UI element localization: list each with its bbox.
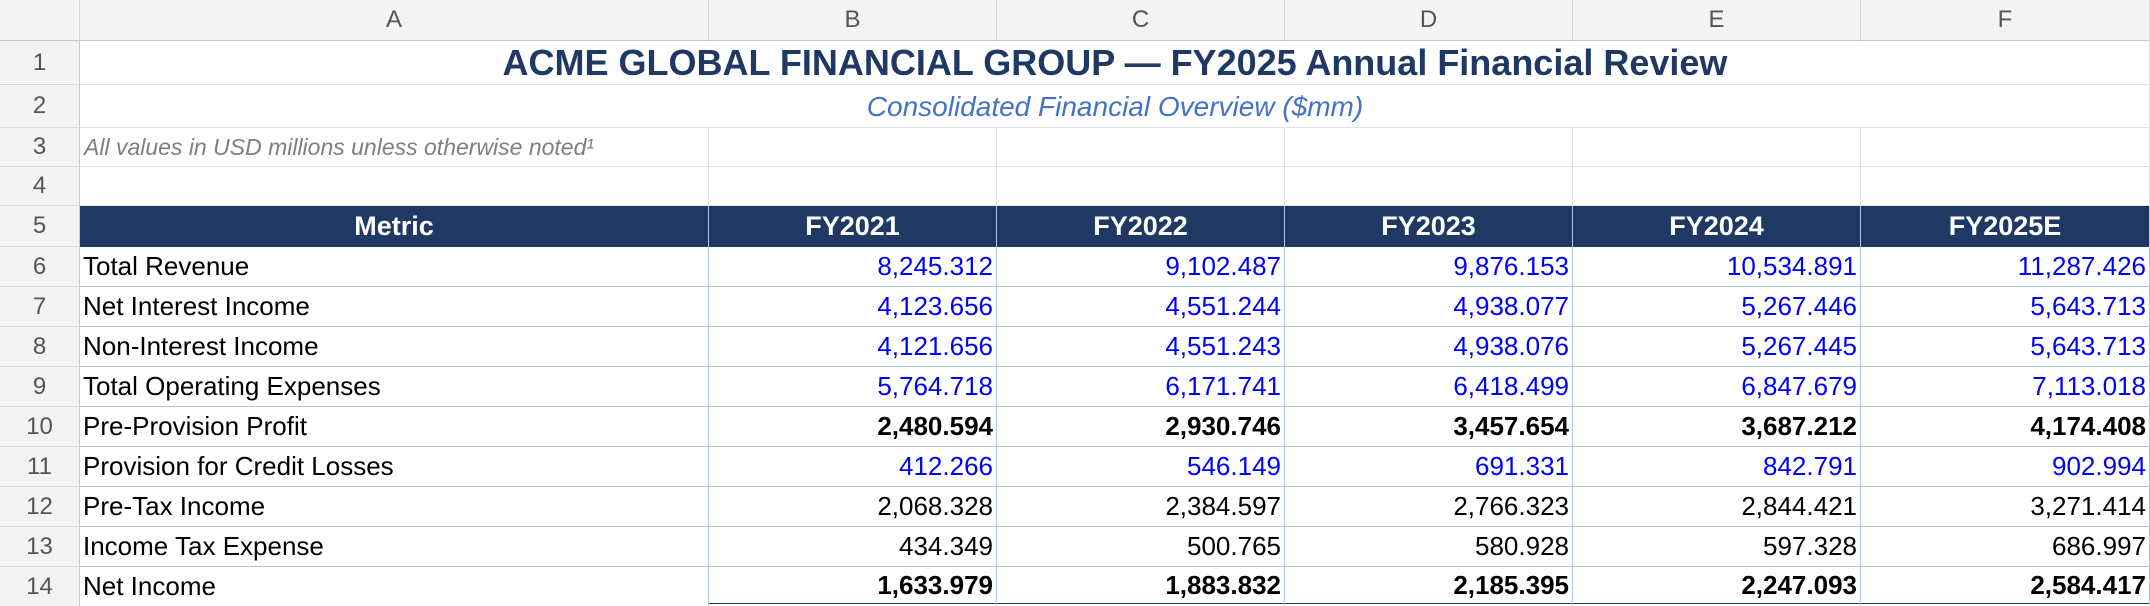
row-label: Pre-Tax Income [80, 487, 709, 527]
value-cell: 11,287.426 [1861, 247, 2150, 287]
row-header: 8 [0, 327, 80, 367]
value-cell: 546.149 [997, 447, 1285, 487]
value-cell: 2,185.395 [1285, 567, 1573, 606]
column-header: D [1285, 0, 1573, 41]
value-cell: 5,267.446 [1573, 287, 1861, 327]
value-cell: 10,534.891 [1573, 247, 1861, 287]
value-cell: 3,687.212 [1573, 407, 1861, 447]
value-cell: 3,457.654 [1285, 407, 1573, 447]
value-cell: 8,245.312 [709, 247, 997, 287]
value-cell: 2,068.328 [709, 487, 997, 527]
row-header: 12 [0, 487, 80, 527]
value-cell: 1,633.979 [709, 567, 997, 606]
row-label: Total Operating Expenses [80, 367, 709, 407]
row-header: 4 [0, 167, 80, 206]
table-header: FY2025E [1861, 206, 2150, 247]
value-cell: 2,766.323 [1285, 487, 1573, 527]
grid-cell [1285, 167, 1573, 206]
row-label: Pre-Provision Profit [80, 407, 709, 447]
column-header: F [1861, 0, 2150, 41]
table-header: FY2024 [1573, 206, 1861, 247]
value-cell: 2,480.594 [709, 407, 997, 447]
table-header: Metric [80, 206, 709, 247]
value-cell: 6,847.679 [1573, 367, 1861, 407]
value-cell: 500.765 [997, 527, 1285, 567]
grid-cell [997, 167, 1285, 206]
row-header: 7 [0, 287, 80, 327]
value-cell: 2,584.417 [1861, 567, 2150, 606]
value-cell: 1,883.832 [997, 567, 1285, 606]
column-header: E [1573, 0, 1861, 41]
value-cell: 4,123.656 [709, 287, 997, 327]
value-cell: 4,551.244 [997, 287, 1285, 327]
value-cell: 5,643.713 [1861, 327, 2150, 367]
value-cell: 2,844.421 [1573, 487, 1861, 527]
grid-cell [1573, 128, 1861, 167]
row-header: 9 [0, 367, 80, 407]
value-cell: 6,171.741 [997, 367, 1285, 407]
corner [0, 0, 80, 41]
row-label: Total Revenue [80, 247, 709, 287]
value-cell: 5,267.445 [1573, 327, 1861, 367]
column-header: C [997, 0, 1285, 41]
value-cell: 4,938.076 [1285, 327, 1573, 367]
row-header: 2 [0, 85, 80, 128]
row-header: 6 [0, 247, 80, 287]
row-label: Non-Interest Income [80, 327, 709, 367]
grid-cell [709, 128, 997, 167]
subtitle: Consolidated Financial Overview ($mm) [866, 90, 1364, 122]
grid-cell [1573, 167, 1861, 206]
grid-cell [80, 167, 709, 206]
value-cell: 7,113.018 [1861, 367, 2150, 407]
row-header: 5 [0, 206, 80, 247]
row-header: 11 [0, 447, 80, 487]
value-cell: 842.791 [1573, 447, 1861, 487]
value-cell: 2,247.093 [1573, 567, 1861, 606]
row-header: 1 [0, 41, 80, 85]
column-header: A [80, 0, 709, 41]
note: All values in USD millions unless otherw… [84, 134, 595, 160]
value-cell: 597.328 [1573, 527, 1861, 567]
value-cell: 5,643.713 [1861, 287, 2150, 327]
grid-cell [1861, 128, 2150, 167]
grid-cell [997, 128, 1285, 167]
value-cell: 580.928 [1285, 527, 1573, 567]
row-label: Income Tax Expense [80, 527, 709, 567]
value-cell: 412.266 [709, 447, 997, 487]
value-cell: 902.994 [1861, 447, 2150, 487]
row-header: 14 [0, 567, 80, 606]
value-cell: 686.997 [1861, 527, 2150, 567]
row-header: 3 [0, 128, 80, 167]
value-cell: 4,121.656 [709, 327, 997, 367]
column-header: B [709, 0, 997, 41]
row-label: Net Interest Income [80, 287, 709, 327]
value-cell: 2,930.746 [997, 407, 1285, 447]
value-cell: 4,174.408 [1861, 407, 2150, 447]
value-cell: 4,938.077 [1285, 287, 1573, 327]
row-header: 13 [0, 527, 80, 567]
grid-cell [80, 128, 709, 167]
value-cell: 434.349 [709, 527, 997, 567]
value-cell: 2,384.597 [997, 487, 1285, 527]
value-cell: 691.331 [1285, 447, 1573, 487]
title: ACME GLOBAL FINANCIAL GROUP — FY2025 Ann… [502, 42, 1728, 83]
value-cell: 9,102.487 [997, 247, 1285, 287]
table-header: FY2022 [997, 206, 1285, 247]
value-cell: 3,271.414 [1861, 487, 2150, 527]
value-cell: 5,764.718 [709, 367, 997, 407]
row-label: Provision for Credit Losses [80, 447, 709, 487]
grid-cell [1861, 167, 2150, 206]
value-cell: 4,551.243 [997, 327, 1285, 367]
value-cell: 6,418.499 [1285, 367, 1573, 407]
row-header: 10 [0, 407, 80, 447]
value-cell: 9,876.153 [1285, 247, 1573, 287]
grid-cell [709, 167, 997, 206]
table-header: FY2023 [1285, 206, 1573, 247]
row-label: Net Income [80, 567, 709, 606]
grid-cell [1285, 128, 1573, 167]
table-header: FY2021 [709, 206, 997, 247]
